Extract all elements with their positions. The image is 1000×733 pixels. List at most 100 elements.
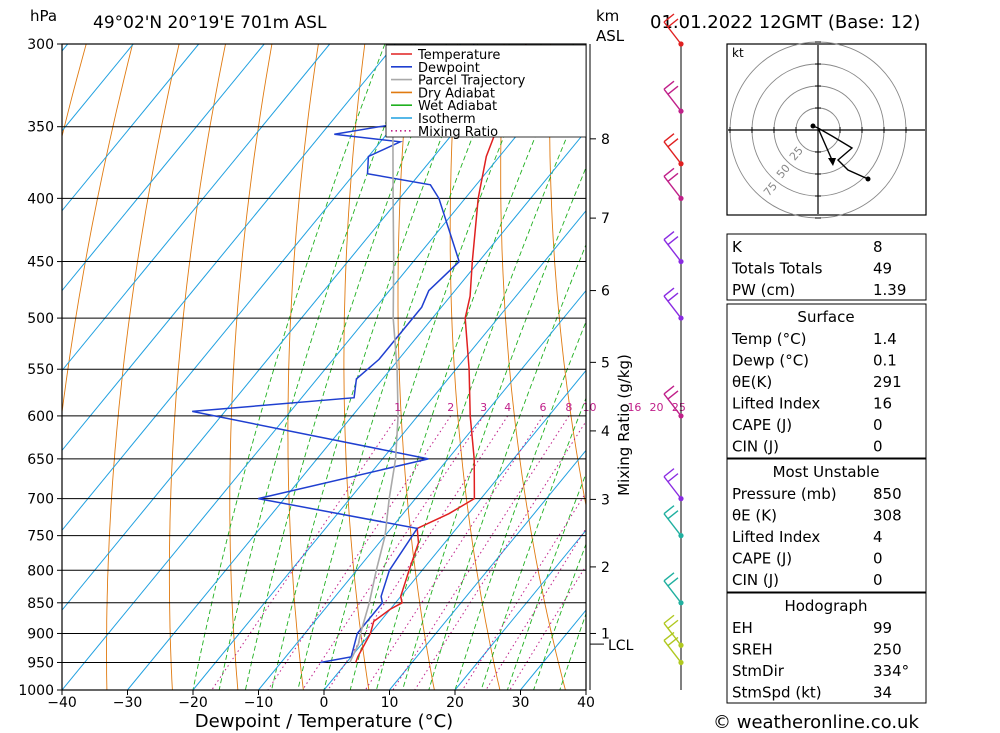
- pressure-tick-label: 450: [27, 255, 54, 271]
- hodograph-start-dot: [810, 123, 816, 129]
- temperature-tick-label: 40: [577, 695, 595, 711]
- wind-level-dot: [678, 642, 684, 648]
- wind-barb-flag: [667, 85, 679, 95]
- wind-barb-flag: [663, 468, 675, 478]
- hodograph-trace: [812, 125, 869, 180]
- legend-label: Temperature: [417, 48, 500, 63]
- dewpoint-line: [192, 44, 475, 664]
- wind-barb-staff: [663, 476, 682, 500]
- run-time-title: 01.01.2022 12GMT (Base: 12): [650, 12, 920, 33]
- most-unstable-table: Most Unstable Pressure (mb) 850 θE (K) 308 L…: [726, 458, 927, 593]
- isotherm-line: [62, 44, 200, 212]
- table-row-value: 334°: [873, 662, 909, 680]
- dry-adiabat-line: [922, 44, 1000, 690]
- isotherm-line: [258, 289, 586, 690]
- pressure-tick-label: 750: [27, 529, 54, 545]
- wind-barb-flag: [667, 510, 679, 520]
- wind-barb-staff: [663, 393, 682, 417]
- temperature-tick-label: −30: [113, 695, 143, 711]
- table-row-value: 0: [873, 571, 883, 589]
- isotherm-line: [62, 44, 396, 452]
- table-row-value: 0.1: [873, 352, 897, 370]
- dry-adiabat-line: [343, 44, 370, 690]
- pressure-tick-label: 600: [27, 409, 54, 425]
- mixing-ratio-line: [485, 527, 586, 690]
- hodograph-table-title: Hodograph: [784, 597, 867, 615]
- table-row-label: EH: [732, 619, 753, 637]
- mixing-ratio-line: [462, 491, 586, 690]
- table-row-label: θE(K): [732, 373, 772, 391]
- wind-barb-flag: [663, 572, 675, 582]
- mixing-ratio-label: 8: [565, 401, 572, 414]
- table-row-value: 1.4: [873, 330, 897, 348]
- km-tick-label: 8: [601, 132, 610, 148]
- hpa-unit-label: hPa: [30, 7, 57, 25]
- wind-barb-flag: [667, 619, 679, 629]
- mixing-ratio-label: 1: [394, 401, 401, 414]
- table-row-label: θE (K): [732, 507, 777, 525]
- dry-adiabat-line: [62, 44, 134, 416]
- most-unstable-frame: [726, 458, 927, 593]
- km-axis: 8 7 6 5 4 3 2 1: [590, 132, 610, 645]
- wind-barb-staff: [663, 88, 682, 112]
- wind-level-dot: [678, 533, 684, 539]
- pressure-tick-label: 850: [27, 596, 54, 612]
- wind-barbs: [663, 13, 684, 666]
- wind-barb-flag: [667, 138, 679, 148]
- table-row-label: StmSpd (kt): [732, 684, 822, 702]
- legend-label: Dewpoint: [418, 61, 480, 76]
- pressure-gridlines: [62, 44, 586, 690]
- dry-adiabat-line: [287, 44, 319, 690]
- temperature-axis: −40 −30 −20 −10 0 10 20 30 40: [47, 690, 595, 711]
- wind-barb-flag: [663, 385, 675, 395]
- wind-level-dot: [678, 315, 684, 321]
- wet-adiabat-line: [559, 612, 586, 690]
- legend-label: Mixing Ratio: [418, 125, 498, 140]
- table-row-value: 99: [873, 619, 892, 637]
- km-tick-label: 6: [601, 284, 610, 300]
- temperature-tick-label: 10: [381, 695, 399, 711]
- isotherm-line: [454, 529, 586, 690]
- surface-frame: [726, 303, 927, 459]
- temperature-tick-label: 0: [320, 695, 329, 711]
- index-value: 8: [873, 238, 883, 256]
- dry-adiabat-line: [168, 44, 226, 690]
- asl-unit-label: ASL: [596, 27, 625, 45]
- table-row-label: SREH: [732, 641, 773, 659]
- credit[interactable]: © weatheronline.co.uk: [713, 712, 919, 733]
- temperature-line: [354, 44, 527, 663]
- km-unit-label: km: [596, 7, 619, 25]
- wind-barb-flag: [667, 473, 679, 483]
- hodograph-unit: kt: [732, 46, 744, 60]
- wind-barb-flag: [667, 18, 679, 28]
- wind-barb-flag: [663, 614, 675, 624]
- x-axis-label: Dewpoint / Temperature (°C): [195, 711, 453, 732]
- mixing-ratio-label: 6: [539, 401, 546, 414]
- wind-barb-staff: [663, 295, 682, 319]
- legend-label: Dry Adiabat: [418, 86, 495, 101]
- lcl-label: LCL: [608, 638, 634, 654]
- wind-barb-flag: [667, 292, 679, 302]
- isotherm-line: [62, 44, 134, 132]
- mixing-ratio-line: [364, 415, 544, 690]
- wind-barb-staff: [663, 239, 682, 262]
- table-row-label: CIN (J): [732, 571, 779, 589]
- legend-label: Wet Adiabat: [418, 99, 497, 114]
- wind-level-dot: [678, 496, 684, 502]
- surface-title: Surface: [797, 308, 854, 326]
- mixing-ratio-line: [211, 415, 399, 690]
- wind-level-dot: [678, 195, 684, 201]
- wind-barb-flag: [663, 133, 675, 143]
- table-row-label: CIN (J): [732, 438, 779, 456]
- table-row-label: StmDir: [732, 662, 785, 680]
- table-row-label: CAPE (J): [732, 416, 792, 434]
- table-row-label: Dewp (°C): [732, 352, 809, 370]
- isotherm-line: [62, 44, 265, 292]
- pressure-tick-label: 1000: [18, 683, 54, 699]
- table-row-label: CAPE (J): [732, 550, 792, 568]
- wet-adiabat-line: [375, 89, 586, 690]
- wind-barb-flag: [663, 631, 675, 642]
- isotherm-line: [62, 44, 331, 372]
